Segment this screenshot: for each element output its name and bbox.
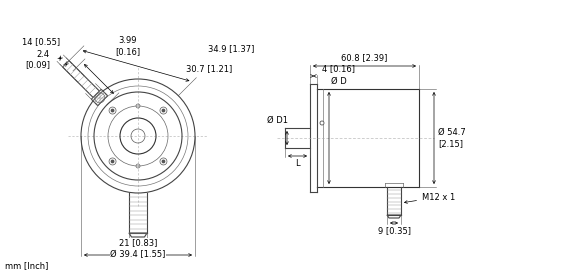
Text: L: L: [295, 159, 300, 168]
Text: Ø D: Ø D: [331, 76, 347, 86]
Circle shape: [162, 109, 164, 112]
Text: M12 x 1: M12 x 1: [404, 192, 455, 203]
Text: 9 [0.35]: 9 [0.35]: [378, 226, 410, 235]
Circle shape: [111, 160, 114, 163]
Text: 14 [0.55]: 14 [0.55]: [22, 37, 60, 46]
Circle shape: [162, 160, 164, 163]
Circle shape: [111, 109, 114, 112]
Text: Ø D1: Ø D1: [267, 115, 288, 125]
Text: 4 [0.16]: 4 [0.16]: [321, 64, 355, 73]
Text: 34.9 [1.37]: 34.9 [1.37]: [208, 44, 254, 53]
Circle shape: [320, 121, 324, 125]
Text: mm [Inch]: mm [Inch]: [5, 261, 48, 270]
Text: 2.4
[0.09]: 2.4 [0.09]: [25, 49, 50, 69]
Text: 30.7 [1.21]: 30.7 [1.21]: [186, 64, 233, 73]
Text: 21 [0.83]: 21 [0.83]: [119, 239, 157, 247]
Text: 3.99
[0.16]: 3.99 [0.16]: [115, 36, 141, 56]
Text: Ø 39.4 [1.55]: Ø 39.4 [1.55]: [110, 250, 166, 259]
Text: 60.8 [2.39]: 60.8 [2.39]: [341, 53, 388, 62]
Text: Ø 54.7
[2.15]: Ø 54.7 [2.15]: [438, 128, 466, 148]
